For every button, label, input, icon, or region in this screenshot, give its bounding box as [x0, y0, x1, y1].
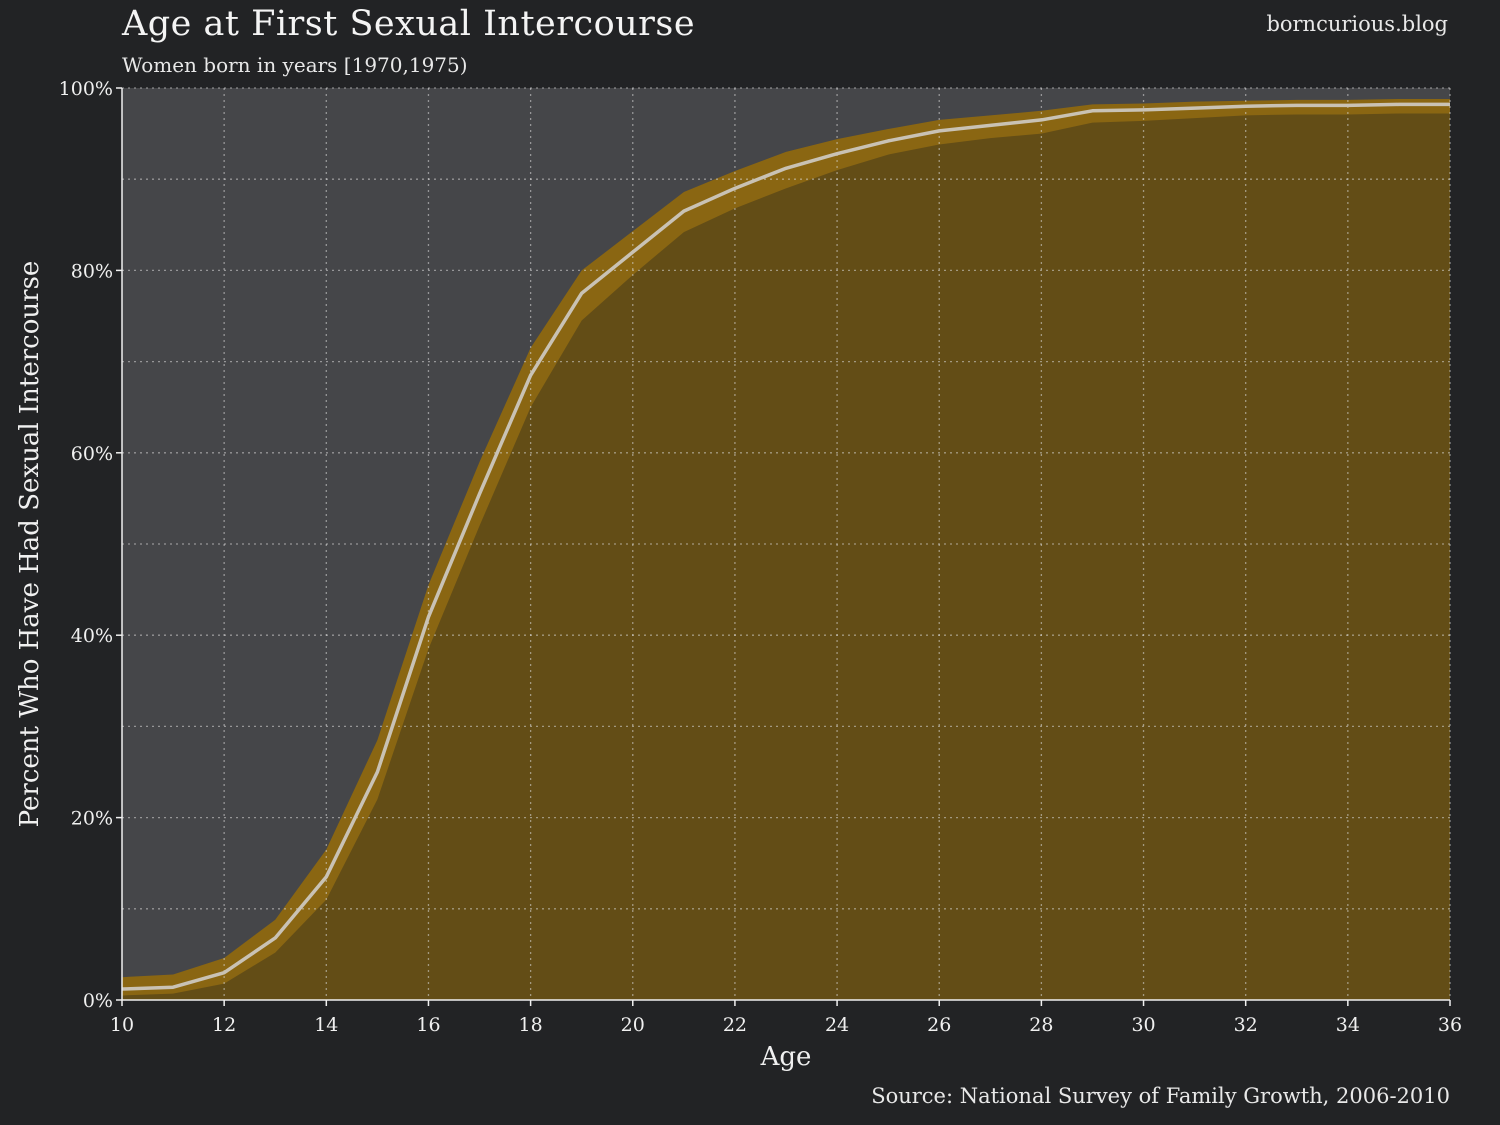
x-tick-label: 16: [416, 1014, 440, 1036]
x-tick-label: 36: [1438, 1014, 1462, 1036]
data-point: [1346, 104, 1349, 107]
data-point: [1040, 118, 1043, 121]
x-tick-label: 12: [212, 1014, 236, 1036]
tick-labels: 10 12 14 16 18 20 22 24 26 28 30 32 34 36 0% 20% 40% 60% 8…: [59, 78, 1462, 1036]
x-tick-label: 24: [825, 1014, 849, 1036]
chart-subtitle: Women born in years [1970,1975): [122, 53, 468, 77]
data-point: [887, 139, 890, 142]
data-point: [172, 986, 175, 989]
data-point: [529, 374, 532, 377]
data-point: [989, 124, 992, 127]
site-brand[interactable]: borncurious.blog: [1266, 12, 1448, 36]
x-tick-label: 14: [314, 1014, 338, 1036]
cumulative-area: [122, 104, 1450, 1000]
data-point: [733, 187, 736, 190]
y-tick-label: 60%: [71, 443, 113, 465]
x-tick-label: 32: [1234, 1014, 1258, 1036]
source-note: Source: National Survey of Family Growth…: [871, 1084, 1450, 1108]
x-tick-label: 18: [519, 1014, 543, 1036]
y-tick-label: 100%: [59, 78, 113, 100]
x-tick-label: 22: [723, 1014, 747, 1036]
data-point: [1295, 104, 1298, 107]
data-point: [274, 936, 277, 939]
x-tick-label: 26: [927, 1014, 951, 1036]
y-tick-label: 40%: [71, 625, 113, 647]
axes: [121, 88, 1450, 1001]
x-tick-label: 10: [110, 1014, 134, 1036]
data-point: [1142, 108, 1145, 111]
x-tick-label: 28: [1029, 1014, 1053, 1036]
data-point: [836, 152, 839, 155]
data-point: [223, 971, 226, 974]
data-point: [478, 492, 481, 495]
data-point: [427, 615, 430, 618]
data-point: [682, 210, 685, 213]
series-line: [121, 102, 1450, 991]
data-point: [1193, 107, 1196, 110]
data-point: [631, 251, 634, 254]
data-point: [325, 875, 328, 878]
data-point: [376, 771, 379, 774]
x-tick-label: 20: [621, 1014, 645, 1036]
data-point: [1397, 103, 1400, 106]
data-point: [1091, 109, 1094, 112]
y-tick-label: 0%: [83, 990, 113, 1012]
data-point: [580, 292, 583, 295]
grid-lines: [122, 87, 1451, 1000]
data-point: [938, 129, 941, 132]
data-point: [785, 167, 788, 170]
chart-title: Age at First Sexual Intercourse: [122, 4, 696, 44]
y-tick-label: 20%: [71, 808, 113, 830]
x-axis-title: Age: [760, 1042, 812, 1072]
x-tick-label: 34: [1336, 1014, 1360, 1036]
data-point: [1449, 103, 1452, 106]
y-axis-title: Percent Who Have Had Sexual Intercourse: [15, 261, 45, 828]
data-point: [1244, 105, 1247, 108]
x-tick-label: 30: [1131, 1014, 1155, 1036]
y-tick-label: 80%: [71, 260, 113, 282]
